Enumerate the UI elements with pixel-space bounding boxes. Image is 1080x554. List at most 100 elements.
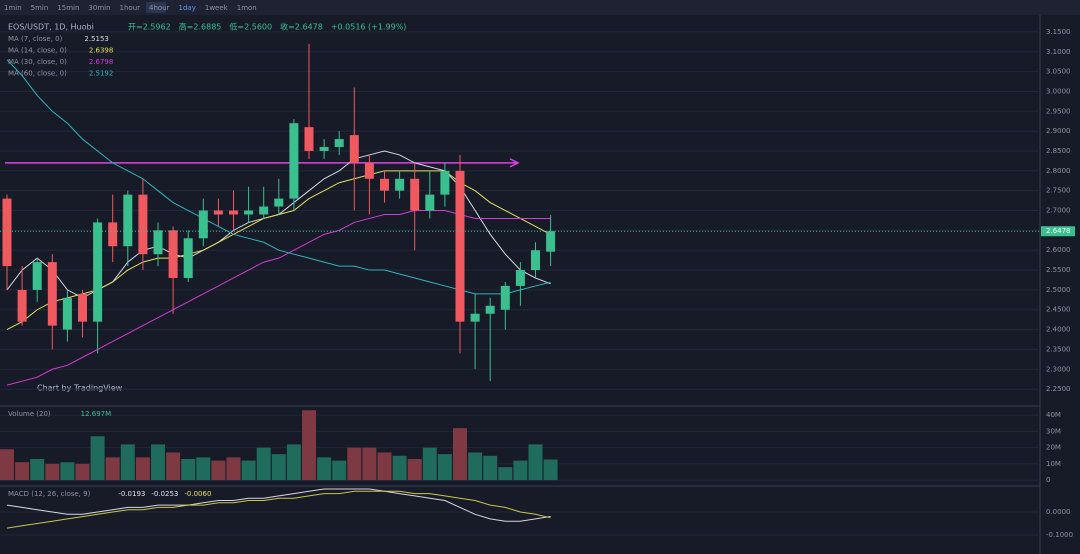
- volume-bar: [392, 455, 407, 481]
- candle-body: [123, 194, 133, 247]
- candle-body: [485, 305, 495, 314]
- arrow-head: [509, 158, 520, 168]
- volume-bar: [226, 457, 241, 481]
- candle-body: [17, 289, 27, 322]
- volume-bar: [286, 444, 301, 481]
- legend-value: 2.5192: [89, 70, 114, 78]
- y-tick-label: 2.5000: [1046, 286, 1071, 294]
- volume-bar: [453, 428, 467, 481]
- y-tick-label: 2.3500: [1046, 345, 1071, 353]
- interval-button[interactable]: 30min: [88, 4, 110, 12]
- candle-body: [334, 139, 344, 148]
- candle-body: [531, 250, 540, 271]
- y-tick-label: 2.7000: [1046, 207, 1071, 215]
- volume-value: 12.697M: [81, 410, 112, 418]
- symbol-title: EOS/USDT, 1D, Huobi: [8, 23, 94, 32]
- volume-bar: [498, 467, 513, 481]
- candle-body: [198, 210, 208, 239]
- y-tick-label: 2.8500: [1046, 147, 1071, 155]
- volume-bar: [45, 463, 60, 481]
- volume-bar: [151, 444, 165, 481]
- volume-bar: [513, 460, 528, 481]
- candle-body: [47, 262, 57, 326]
- volume-bar: [528, 444, 543, 481]
- y-tick-label: 3.0500: [1046, 68, 1071, 76]
- interval-button[interactable]: 1min: [4, 4, 22, 12]
- volume-bar: [377, 452, 392, 481]
- legend-entry: MA (60, close, 0): [8, 70, 67, 78]
- candle-body: [32, 262, 42, 290]
- macd-value: -0.0193: [118, 490, 145, 498]
- candle-body: [440, 170, 450, 195]
- volume-bar: [437, 454, 452, 481]
- candle-body: [515, 270, 525, 286]
- y-tick-label: 0: [1046, 476, 1050, 484]
- interval-button[interactable]: 1week: [205, 4, 229, 12]
- legend-value: 2.6798: [89, 58, 114, 66]
- candle-body: [229, 210, 238, 215]
- candle-body: [395, 178, 405, 191]
- macd-line: [6, 488, 551, 522]
- y-tick-label: 2.4000: [1046, 326, 1071, 334]
- watermark: Chart by TradingView: [37, 384, 123, 393]
- legend-value: 2.5153: [84, 35, 109, 43]
- volume-bar: [422, 447, 437, 481]
- volume-bar: [256, 447, 271, 481]
- ma-line: [6, 210, 551, 386]
- y-tick-label: 2.3000: [1046, 365, 1071, 373]
- candle-body: [500, 285, 510, 310]
- volume-bar: [407, 459, 422, 481]
- y-tick-label: 2.9500: [1046, 107, 1071, 115]
- interval-button[interactable]: 1hour: [120, 4, 141, 12]
- volume-bar: [90, 436, 105, 481]
- y-tick-label: 10M: [1046, 460, 1061, 468]
- candle-body: [244, 210, 254, 215]
- candle-body: [93, 222, 103, 322]
- interval-button[interactable]: 4hour: [149, 4, 170, 12]
- legend-entry: MA (7, close, 0): [8, 35, 63, 43]
- ohlc-value: 低=2.5600: [229, 22, 272, 32]
- interval-button[interactable]: 15min: [57, 4, 79, 12]
- change: +0.0516 (+1.99%): [331, 23, 407, 32]
- volume-bar: [483, 455, 498, 481]
- volume-bar: [181, 459, 196, 481]
- y-tick-label: 2.4500: [1046, 306, 1071, 314]
- volume-bar: [347, 447, 362, 481]
- candle-body: [380, 178, 389, 191]
- interval-button[interactable]: 1mon: [237, 4, 257, 12]
- ma-line: [6, 59, 551, 295]
- ohlc-value: 开=2.5962: [128, 23, 171, 32]
- candle-body: [455, 170, 465, 322]
- y-tick-label: 2.9000: [1046, 127, 1071, 135]
- candle-body: [78, 293, 87, 322]
- volume-bar: [60, 462, 75, 481]
- ohlc-value: 高=2.6885: [179, 22, 222, 32]
- candle-body: [349, 135, 359, 163]
- volume-bar: [317, 457, 332, 481]
- candle-body: [274, 198, 284, 207]
- y-tick-label: 30M: [1046, 427, 1061, 435]
- candle-body: [410, 178, 420, 211]
- y-tick-label: -0.1000: [1046, 531, 1073, 539]
- legend-entry: MA (30, close, 0): [8, 58, 67, 66]
- candle-body: [319, 147, 329, 151]
- volume-bar: [241, 460, 256, 481]
- legend-entry: MA (14, close, 0): [8, 47, 67, 55]
- interval-button[interactable]: 1day: [179, 4, 196, 12]
- macd-line: [6, 490, 551, 529]
- volume-bar: [302, 410, 316, 481]
- volume-bar: [120, 444, 135, 481]
- candle-body: [62, 297, 72, 330]
- candle-body: [213, 210, 223, 215]
- y-tick-label: 2.7500: [1046, 187, 1071, 195]
- volume-bar: [211, 460, 226, 481]
- candle-body: [425, 194, 435, 211]
- active-interval: [146, 2, 166, 13]
- volume-bar: [75, 463, 90, 481]
- candle-body: [364, 162, 374, 179]
- y-tick-label: 2.8000: [1046, 167, 1071, 175]
- interval-button[interactable]: 5min: [31, 4, 49, 12]
- volume-bar: [0, 449, 14, 481]
- candle-body: [153, 230, 163, 255]
